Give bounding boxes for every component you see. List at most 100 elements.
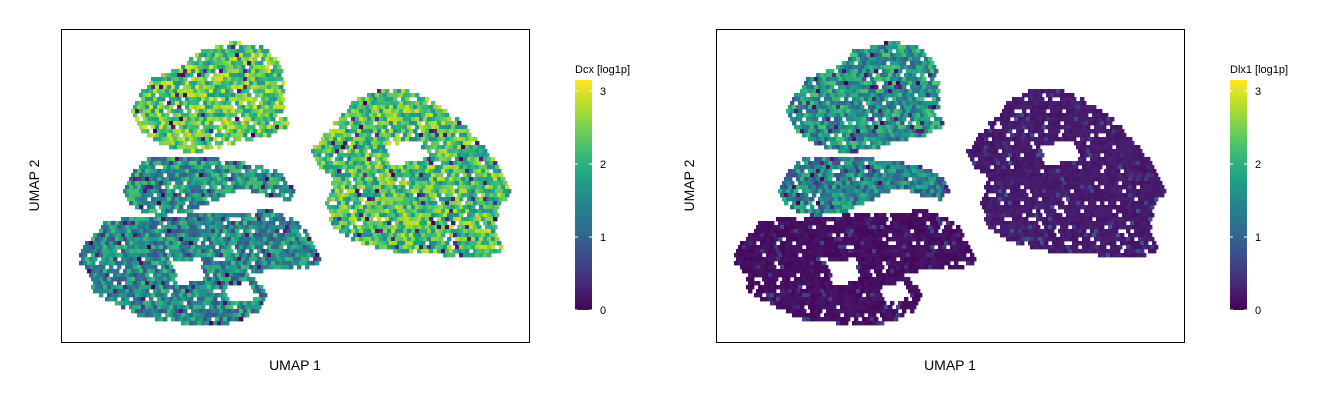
hex-bin [273,217,278,222]
hex-bin [197,305,202,310]
hex-bin [243,93,248,98]
hex-bin [153,249,158,254]
hex-bin [918,85,923,90]
hex-bin [193,177,198,182]
hex-bin [461,233,466,238]
hex-bin [441,145,446,150]
hex-bin [167,141,172,146]
hex-bin [792,105,797,110]
hex-bin [285,225,290,230]
hex-bin [167,253,172,258]
hex-bin [87,245,92,250]
hex-bin [391,189,396,194]
hex-bin [287,253,292,258]
hex-bin [355,237,360,242]
hex-bin [914,133,919,138]
hex-bin [199,141,204,146]
hex-bin [359,117,364,122]
hex-bin [383,101,388,106]
hex-bin [1030,133,1035,138]
hex-bin [159,285,164,290]
hex-bin [433,209,438,214]
hex-bin [261,249,266,254]
hex-bin [387,93,392,98]
hex-bin [329,169,334,174]
hex-bin [251,45,256,50]
hex-bin [928,73,933,78]
hex-bin [1016,153,1021,158]
hex-bin [349,185,354,190]
hex-bin [453,145,458,150]
hex-bin [433,105,438,110]
hex-bin [852,97,857,102]
hex-bin [491,221,496,226]
hex-bin [207,181,212,186]
hex-bin [205,249,210,254]
hex-bin [477,249,482,254]
hex-bin [349,105,354,110]
hex-bin [475,253,480,258]
hex-bin [387,181,392,186]
hex-bin [483,245,488,250]
hex-bin [169,265,174,270]
hex-bin [375,117,380,122]
hex-bin [473,233,478,238]
hex-bin [1030,125,1035,130]
hex-bin [243,45,248,50]
hex-bin [1124,161,1129,166]
hex-bin [111,293,116,298]
hex-bin [191,69,196,74]
hex-bin [217,113,222,118]
hex-bin [381,225,386,230]
hex-bin [199,197,204,202]
hex-bin [429,113,434,118]
hex-bin [105,249,110,254]
hex-bin [457,185,462,190]
hex-bin [896,73,901,78]
hex-bin [423,157,428,162]
hex-bin [433,145,438,150]
hex-bin [1104,121,1109,126]
hex-bin [1028,121,1033,126]
hex-bin [237,49,242,54]
hex-bin [421,161,426,166]
hex-bin [1142,157,1147,162]
hex-bin [403,237,408,242]
hex-bin [393,105,398,110]
hex-bin [423,133,428,138]
hex-bin [361,185,366,190]
hex-bin [247,301,252,306]
hex-bin [796,161,801,166]
hex-bin [267,221,272,226]
hex-bin [467,205,472,210]
hex-bin [149,177,154,182]
hex-bin [401,241,406,246]
hex-bin [844,161,849,166]
hex-bin [932,89,937,94]
hex-bin [443,253,448,258]
hex-bin [273,177,278,182]
hex-bin [337,137,342,142]
hex-bin [880,49,885,54]
hex-bin [802,101,807,106]
hex-bin [181,217,186,222]
hex-bin [391,205,396,210]
hex-bin [936,121,941,126]
hex-bin [159,253,164,258]
hex-bin [403,245,408,250]
hex-bin [403,133,408,138]
hex-bin [804,113,809,118]
hex-bin [225,73,230,78]
hex-bin [279,101,284,106]
hex-bin [908,65,913,70]
hex-bin [195,61,200,66]
hex-bin [153,177,158,182]
hex-bin [816,113,821,118]
hex-bin [836,161,841,166]
hex-bin [345,193,350,198]
hex-bin [333,217,338,222]
hex-bin [159,125,164,130]
hex-bin [367,165,372,170]
hex-bin [1064,121,1069,126]
hex-bin [856,169,861,174]
